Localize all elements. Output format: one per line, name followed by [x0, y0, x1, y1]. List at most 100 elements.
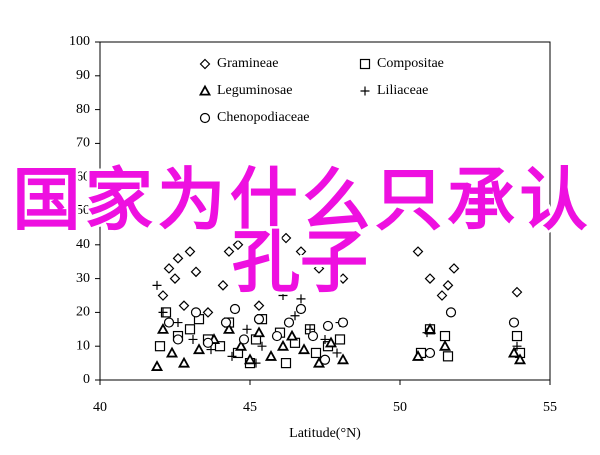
legend-label: Chenopodiaceae: [217, 110, 310, 125]
point: [232, 239, 244, 251]
x-tick-label: 55: [543, 400, 557, 415]
point: [322, 320, 334, 332]
x-axis-label: Latitude(°N): [289, 426, 361, 441]
point: [190, 266, 202, 278]
point: [202, 307, 214, 318]
point: [264, 349, 278, 361]
point: [220, 317, 232, 328]
legend-label: Liliaceae: [377, 83, 428, 98]
point: [445, 307, 457, 318]
point: [422, 328, 432, 338]
legend-marker: [199, 58, 211, 70]
y-tick-label: 80: [76, 102, 90, 117]
x-tick-label: 40: [93, 400, 107, 415]
point: [268, 222, 280, 234]
point: [173, 318, 183, 328]
point: [247, 256, 259, 268]
point: [276, 339, 290, 351]
legend-label: Leguminosae: [217, 83, 292, 98]
point: [337, 317, 349, 328]
y-tick-label: 40: [76, 237, 90, 252]
point: [172, 252, 184, 264]
point: [442, 280, 454, 291]
legend-marker: [359, 58, 371, 70]
point: [223, 246, 235, 257]
point: [184, 324, 196, 335]
legend-label: Gramineae: [217, 56, 278, 71]
point: [438, 339, 452, 351]
point: [507, 346, 521, 358]
point: [297, 343, 311, 355]
point: [184, 246, 196, 257]
point: [229, 303, 241, 315]
point: [512, 341, 522, 351]
point: [242, 324, 252, 334]
point: [165, 346, 179, 358]
point: [324, 336, 338, 348]
point: [285, 329, 299, 341]
point: [152, 280, 162, 290]
point: [271, 330, 283, 342]
point: [177, 356, 191, 368]
y-tick-label: 30: [76, 271, 90, 286]
point: [320, 334, 330, 344]
point: [169, 273, 181, 284]
y-tick-label: 50: [76, 203, 90, 218]
point: [412, 246, 424, 257]
point: [336, 353, 350, 365]
point: [424, 273, 436, 284]
point: [253, 300, 265, 311]
point: [513, 353, 527, 365]
point: [150, 360, 164, 371]
point: [280, 358, 292, 369]
point: [257, 341, 267, 351]
legend-marker: [360, 86, 370, 96]
point: [278, 291, 288, 300]
point: [337, 273, 349, 284]
point: [238, 334, 250, 345]
point: [252, 326, 266, 338]
point: [332, 348, 342, 358]
point: [172, 334, 184, 345]
point: [295, 303, 307, 315]
legend-label: Compositae: [377, 56, 444, 71]
legend-marker: [199, 112, 211, 124]
point: [511, 330, 523, 342]
legend-marker: [198, 84, 212, 96]
point: [296, 294, 306, 304]
point: [448, 263, 460, 274]
point: [234, 339, 248, 351]
y-tick-label: 100: [69, 34, 90, 49]
point: [202, 337, 214, 348]
point: [217, 280, 229, 291]
point: [190, 307, 202, 318]
point: [511, 286, 523, 298]
point: [436, 290, 448, 301]
y-tick-label: 60: [76, 169, 90, 184]
point: [313, 263, 325, 274]
point: [188, 334, 198, 344]
point: [163, 263, 175, 274]
point: [157, 290, 169, 301]
point: [222, 322, 236, 334]
y-tick-label: 20: [76, 305, 90, 320]
point: [283, 317, 295, 328]
y-tick-label: 70: [76, 136, 90, 151]
point: [295, 246, 307, 257]
y-tick-label: 0: [83, 372, 90, 387]
point: [307, 330, 319, 342]
overlay-text: 孔子: [232, 224, 368, 303]
point: [442, 351, 454, 362]
point: [290, 311, 300, 321]
point: [328, 256, 340, 268]
point: [158, 307, 168, 317]
point: [156, 322, 170, 334]
y-tick-label: 10: [76, 338, 90, 353]
point: [439, 330, 451, 342]
point: [227, 351, 237, 361]
point: [411, 349, 425, 361]
point: [424, 347, 436, 359]
point: [334, 334, 346, 345]
x-tick-label: 45: [243, 400, 257, 415]
